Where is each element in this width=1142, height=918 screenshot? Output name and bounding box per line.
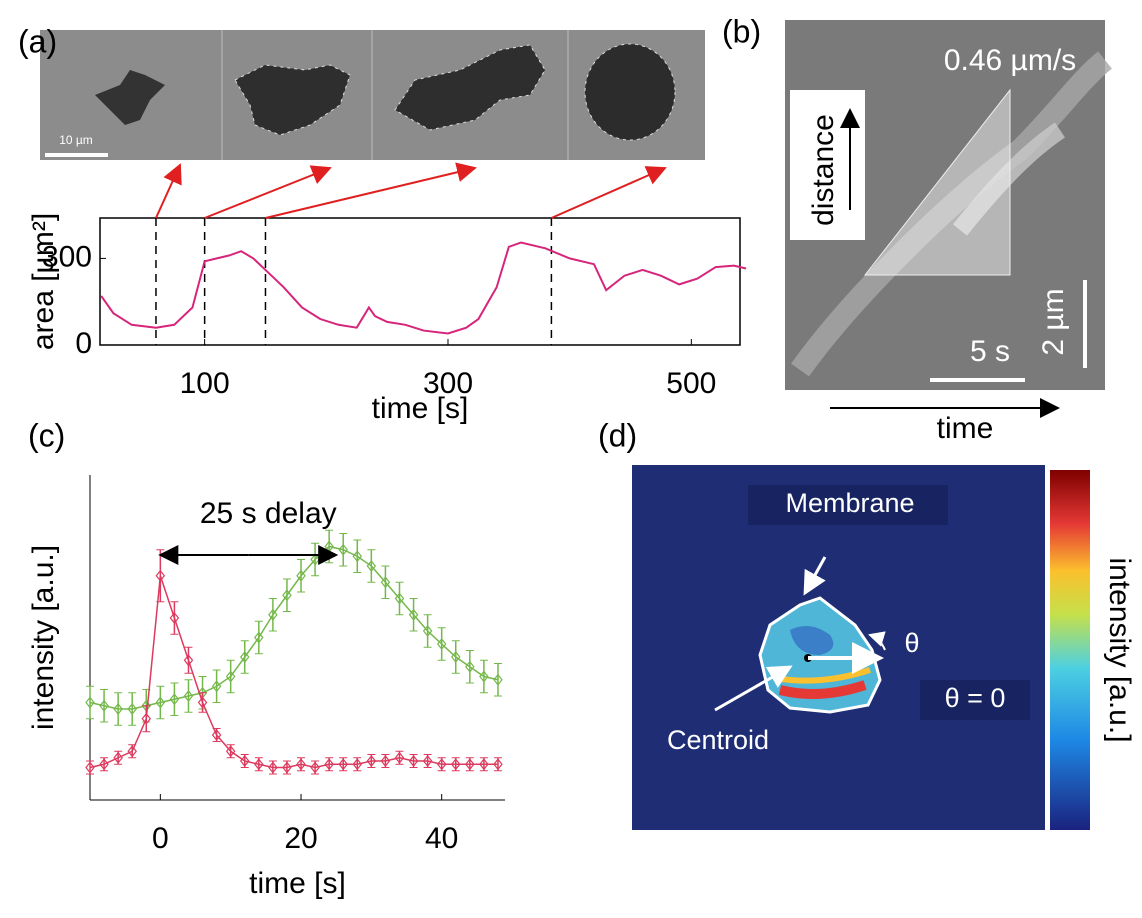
- axis-label: distance: [807, 114, 840, 226]
- scale-bar-label: 10 µm: [59, 133, 93, 147]
- cell-images: [40, 30, 705, 160]
- x-tick-label: 500: [666, 367, 716, 400]
- speed-label: 0.46 µm/s: [944, 44, 1076, 77]
- pointer-arrow: [156, 165, 180, 218]
- panel-label: (a): [18, 23, 57, 59]
- annotation: 25 s delay: [200, 497, 337, 530]
- y-tick-label: 0: [75, 327, 92, 360]
- colorbar-label: intensity [a.u.]: [1103, 557, 1136, 742]
- pointer-arrow: [265, 168, 475, 218]
- figure: 10 µm (a) (b) 0.46 µm/s distance 5 s 2 µ…: [0, 0, 1142, 918]
- series-line: [90, 576, 498, 768]
- x-tick-label: 0: [152, 822, 169, 855]
- x-axis-label: time [s]: [372, 392, 469, 425]
- area-line: [101, 243, 746, 334]
- panel-label: (d): [598, 417, 637, 453]
- series-line: [90, 547, 498, 710]
- panel-label: (c): [28, 417, 65, 453]
- axis-label: time: [937, 412, 994, 445]
- x-tick-label: 100: [180, 367, 230, 400]
- scale-bar-label: 2 µm: [1037, 288, 1070, 355]
- x-tick-label: 20: [284, 822, 317, 855]
- y-axis-label: intensity [a.u.]: [27, 545, 60, 730]
- annotation: Membrane: [785, 488, 914, 518]
- annotation: θ: [904, 628, 919, 658]
- scale-bar-label: 5 s: [970, 335, 1010, 368]
- pointer-arrow: [205, 168, 330, 218]
- x-axis-label: time [s]: [249, 867, 346, 900]
- y-axis-label: area [µm²]: [27, 213, 60, 350]
- annotation: Centroid: [667, 725, 769, 755]
- plot-frame: [100, 218, 740, 345]
- pointer-arrow: [551, 168, 665, 218]
- annotation: θ = 0: [945, 683, 1006, 713]
- x-tick-label: 40: [425, 822, 458, 855]
- panel-label: (b): [722, 13, 761, 49]
- heatmap-image: [632, 465, 1090, 830]
